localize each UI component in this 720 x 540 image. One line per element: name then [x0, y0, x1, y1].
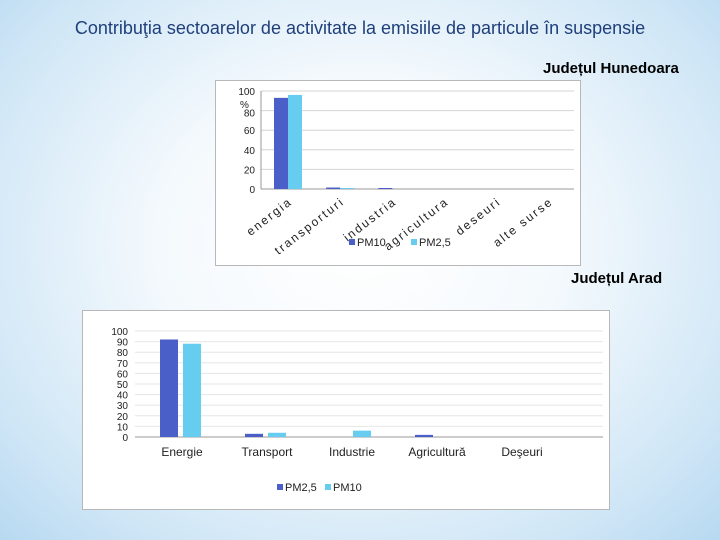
chart1-legend-label: PM2,5 [419, 237, 451, 249]
chart2-ytick: 70 [117, 359, 129, 370]
chart2-ytick: 80 [117, 348, 129, 359]
chart2-bar [415, 434, 433, 437]
chart1-bar [326, 187, 341, 189]
chart2-bar [245, 433, 263, 437]
chart2-legend-label: PM10 [333, 482, 362, 494]
chart2-ytick: 50 [117, 380, 129, 391]
chart1-ytick: 100 [238, 87, 255, 98]
chart2-ytick: 100 [111, 327, 128, 338]
chart2-ytick: 0 [122, 433, 128, 444]
chart2-xtick: Agricultură [408, 445, 466, 459]
chart1-title: Județul Hunedoara [543, 60, 679, 77]
chart1-frame: 100 80 60 40 20 0% energia transporturi industri… [215, 80, 581, 266]
chart2-xtick: Energie [161, 445, 203, 459]
chart1-ytick: 40 [244, 146, 256, 157]
chart1-legend-swatch [411, 239, 417, 245]
chart1-ytick: 60 [244, 126, 256, 137]
chart2-ytick: 20 [117, 412, 129, 423]
chart2-xtick: Deşeuri [501, 445, 542, 459]
chart2-ytick: 30 [117, 401, 129, 412]
chart2-xtick: Industrie [329, 445, 375, 459]
slide-title: Contribuţia sectoarelor de activitate la… [74, 18, 646, 38]
chart2-ytick: 10 [117, 422, 129, 433]
chart2-xtick: Transport [242, 445, 294, 459]
chart1-legend-label: PM10 [357, 237, 386, 249]
chart1-bar [288, 94, 302, 189]
chart2-legend-label: PM2,5 [285, 482, 317, 494]
chart2-bar [183, 343, 201, 437]
chart2-bar [268, 432, 286, 437]
chart2-ytick: 60 [117, 369, 129, 380]
chart2-title: Județul Arad [571, 270, 663, 287]
chart1-bar [378, 188, 393, 189]
chart1-ytick: 20 [244, 165, 256, 176]
chart1-xtick: deseuri [453, 194, 504, 238]
chart1-bar [340, 188, 355, 189]
chart2-legend-swatch [277, 484, 283, 490]
chart1-svg: 100806040200%energiatransporturiindustri… [238, 87, 574, 258]
chart1-xtick: energia [244, 194, 295, 238]
chart2-ytick: 90 [117, 338, 129, 349]
chart2-ytick: 40 [117, 391, 129, 402]
chart2-bar [353, 430, 371, 437]
chart2-frame: 100 90 80 70 60 50 40 30 20 10 0 Energie Transport In… [82, 310, 610, 510]
chart1-legend-swatch [349, 239, 355, 245]
chart1-bar [274, 97, 288, 189]
chart2-legend-swatch [325, 484, 331, 490]
chart2-bar [160, 339, 178, 437]
chart1-ylabel: % [240, 100, 249, 111]
chart1-ytick: 0 [249, 185, 255, 196]
chart1-ytick: 80 [244, 109, 256, 120]
